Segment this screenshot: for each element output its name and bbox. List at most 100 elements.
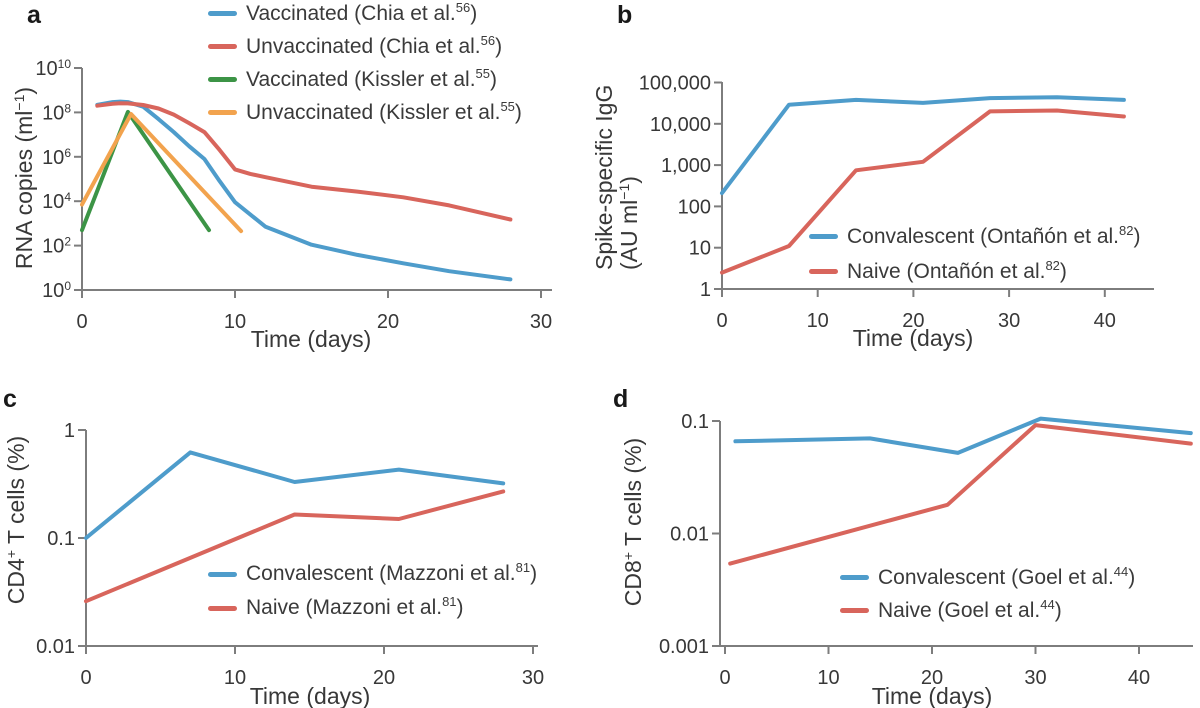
- legend-item-unvaccinated-chia: Unvaccinated (Chia et al.56): [208, 30, 522, 63]
- x-tick-label-d-0: 0: [719, 667, 730, 689]
- superscript-ref: 56: [480, 32, 496, 48]
- series-line-vaccinated-kissler: [80, 109, 211, 233]
- y-tick-label-b-2: 1,000: [661, 155, 711, 177]
- superscript-ref: 56: [455, 0, 471, 15]
- legend-item-convalescent-ontanon: Convalescent (Ontañón et al.82): [809, 219, 1140, 254]
- legend-label-convalescent-ontanon: Convalescent (Ontañón et al.82): [847, 222, 1141, 248]
- legend-label-vaccinated-kissler: Vaccinated (Kissler et al.55): [246, 65, 498, 91]
- x-tick-label-b-0: 0: [716, 310, 727, 332]
- panel-label-b: b: [617, 1, 633, 29]
- legend-swatch-convalescent-ontanon: [809, 234, 838, 239]
- superscript-ref: 81: [515, 560, 531, 575]
- y-tick-label-a-3: 104: [42, 190, 71, 213]
- legend-label-naive-ontanon: Naive (Ontañón et al.82): [847, 257, 1067, 283]
- legend-swatch-naive-goel: [840, 608, 869, 613]
- superscript-ref: 82: [1119, 222, 1134, 238]
- x-axis-title-a: Time (days): [251, 326, 372, 352]
- x-axis-title-c: Time (days): [250, 683, 371, 708]
- legend-swatch-naive-ontanon: [809, 269, 838, 274]
- y-tick-label-d-1: 0.01: [670, 524, 709, 546]
- x-tick-label-a-2: 20: [377, 311, 399, 333]
- legend-swatch-convalescent-goel: [840, 575, 869, 580]
- series-line-unvaccinated-kissler: [80, 112, 244, 234]
- x-tick-label-c-2: 20: [373, 667, 395, 689]
- legend-swatch-vaccinated-chia: [208, 11, 237, 16]
- series-line-naive-mazzoni: [84, 489, 506, 604]
- panel-label-d: d: [613, 385, 629, 413]
- legend-label-unvaccinated-chia: Unvaccinated (Chia et al.56): [246, 32, 503, 58]
- x-tick-label-c-1: 10: [224, 667, 246, 689]
- x-tick-label-d-1: 10: [817, 667, 839, 689]
- x-tick-label-b-1: 10: [807, 310, 829, 332]
- x-tick-label-c-0: 0: [80, 667, 91, 689]
- y-tick-label-b-5: 1: [700, 279, 711, 301]
- legend-label-vaccinated-chia: Vaccinated (Chia et al.56): [246, 0, 478, 25]
- legend-item-unvaccinated-kissler: Unvaccinated (Kissler et al.55): [208, 96, 522, 129]
- y-axis-title-b-line1: (AU ml−1): [616, 176, 642, 270]
- y-tick-label-a-4: 102: [42, 235, 71, 258]
- legend-item-vaccinated-kissler: Vaccinated (Kissler et al.55): [208, 63, 522, 96]
- panel-label-c: c: [3, 385, 17, 413]
- y-tick-label-a-2: 106: [42, 146, 71, 169]
- y-tick-label-b-0: 100,000: [639, 73, 711, 95]
- panel-label-a: a: [27, 1, 41, 29]
- y-tick-label-a-0: 1010: [35, 57, 71, 80]
- y-axis-title-d-line0: CD8+ T cells (%): [620, 438, 646, 606]
- series-line-naive-goel: [728, 423, 1193, 566]
- legend-label-naive-mazzoni: Naive (Mazzoni et al.81): [246, 594, 464, 619]
- legend-swatch-unvaccinated-kissler: [208, 110, 237, 115]
- legend-swatch-convalescent-mazzoni: [208, 571, 237, 577]
- x-tick-label-a-3: 30: [530, 311, 552, 333]
- y-tick-label-a-1: 108: [42, 101, 71, 124]
- series-line-unvaccinated-chia: [95, 101, 513, 222]
- superscript-ref: 81: [442, 594, 457, 609]
- y-axis-title-c-line0: CD4+ T cells (%): [3, 436, 29, 604]
- plot-panel-b: 100,000 10,000 1,000 100 10 10 10 20 30 40 Time (d…: [591, 73, 1154, 351]
- y-axis-title-a-line0: RNA copies (ml−1): [11, 87, 37, 269]
- x-tick-label-c-3: 30: [522, 667, 544, 689]
- superscript-ref: 82: [1045, 257, 1060, 273]
- legend-item-naive-goel: Naive (Goel et al.44): [840, 594, 1135, 627]
- legend-swatch-vaccinated-kissler: [208, 77, 237, 82]
- legend-panel-c: Convalescent (Mazzoni et al.81) Naive (Ma…: [208, 557, 537, 625]
- y-tick-label-d-0: 0.1: [681, 411, 709, 433]
- legend-item-naive-ontanon: Naive (Ontañón et al.82): [809, 254, 1140, 289]
- legend-panel-d: Convalescent (Goel et al.44) Naive (Goel …: [840, 561, 1135, 627]
- legend-label-unvaccinated-kissler: Unvaccinated (Kissler et al.55): [246, 98, 522, 124]
- legend-label-convalescent-mazzoni: Convalescent (Mazzoni et al.81): [246, 560, 538, 585]
- superscript-ref: 44: [1040, 596, 1055, 612]
- legend-item-naive-mazzoni: Naive (Mazzoni et al.81): [208, 591, 537, 625]
- x-tick-label-d-2: 20: [921, 667, 943, 689]
- y-tick-label-a-5: 100: [42, 279, 71, 302]
- legend-label-convalescent-goel: Convalescent (Goel et al.44): [878, 563, 1136, 589]
- x-axis-title-d: Time (days): [872, 683, 993, 708]
- y-tick-label-c-0: 1: [64, 420, 75, 442]
- legend-item-vaccinated-chia: Vaccinated (Chia et al.56): [208, 0, 522, 30]
- x-tick-label-d-4: 40: [1128, 667, 1150, 689]
- legend-swatch-naive-mazzoni: [208, 605, 237, 611]
- series-line-convalescent-goel: [733, 416, 1193, 455]
- superscript-ref: 55: [475, 65, 491, 81]
- legend-item-convalescent-mazzoni: Convalescent (Mazzoni et al.81): [208, 557, 537, 591]
- y-tick-label-b-4: 10: [689, 238, 711, 260]
- legend-swatch-unvaccinated-chia: [208, 44, 237, 49]
- y-tick-label-c-2: 0.01: [36, 636, 75, 658]
- x-tick-label-a-1: 10: [224, 311, 246, 333]
- series-line-convalescent-ontanon: [720, 95, 1126, 196]
- series-line-convalescent-mazzoni: [84, 450, 506, 540]
- y-tick-label-c-1: 0.1: [47, 528, 75, 550]
- x-tick-label-b-4: 40: [1094, 310, 1116, 332]
- y-axis-title-b-line0: Spike-specific IgG: [591, 85, 617, 270]
- x-tick-label-b-3: 30: [998, 310, 1020, 332]
- y-tick-label-b-1: 10,000: [650, 114, 711, 136]
- x-tick-label-d-3: 30: [1024, 667, 1046, 689]
- legend-panel-b: Convalescent (Ontañón et al.82) Naive (On…: [809, 219, 1140, 289]
- x-tick-label-a-0: 0: [76, 311, 87, 333]
- y-tick-label-b-3: 100: [678, 196, 711, 218]
- superscript-ref: 55: [500, 98, 515, 114]
- x-axis-title-b: Time (days): [853, 325, 974, 351]
- plot-panel-d: 0.1 0.01 0.001 0 10 20 30 40 Time (days) CD8+ T c…: [620, 411, 1193, 708]
